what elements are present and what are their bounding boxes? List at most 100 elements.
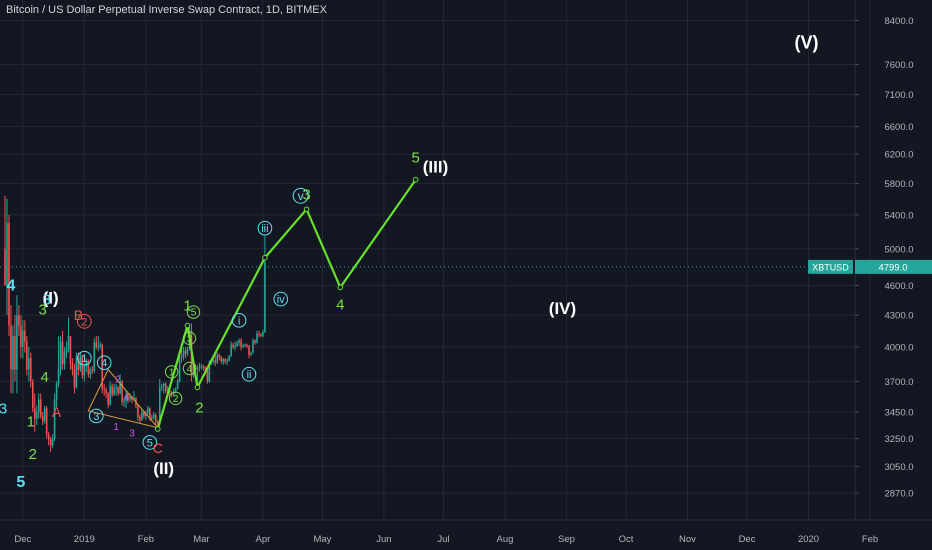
y-tick-label: 7600.0 [884, 60, 913, 71]
candle-body [43, 408, 46, 422]
candle-body [71, 363, 74, 370]
candle-body [35, 412, 38, 419]
wave-label: 3 [42, 292, 50, 309]
candle-body [26, 341, 28, 370]
candle-body [97, 345, 100, 348]
candle-body [143, 412, 145, 416]
y-tick-label: 3050.0 [884, 462, 913, 473]
x-tick-label: Sep [558, 534, 575, 545]
y-tick-label: 3700.0 [884, 377, 913, 388]
candle-body [83, 366, 86, 376]
candle-body [93, 342, 96, 371]
x-tick-label: Nov [679, 534, 696, 545]
projection-point [262, 254, 268, 261]
candle-body [123, 400, 125, 403]
x-tick-label: Feb [862, 534, 878, 545]
candle-body [133, 398, 135, 400]
candle-body [39, 399, 42, 416]
candle-body [228, 355, 230, 361]
candle-body [256, 334, 258, 343]
wave-label: (II) [153, 459, 174, 478]
y-tick-label: 5000.0 [884, 244, 913, 255]
wave-label: 3 [0, 401, 7, 418]
wave-label: v [298, 189, 304, 203]
wave-label: 5 [191, 308, 197, 319]
candle-body [254, 340, 256, 343]
candle-body [8, 223, 10, 326]
candle-body [204, 367, 207, 371]
wave-label: 4 [123, 393, 129, 404]
wave-label: A [52, 404, 62, 420]
wave-label: 3 [93, 411, 99, 423]
x-tick-label: 2019 [74, 534, 95, 545]
candle-body [75, 358, 78, 388]
candle-body [212, 360, 215, 362]
candle-body [119, 381, 121, 394]
candle-body [160, 386, 163, 388]
candle-body [18, 315, 20, 326]
candle-body [162, 383, 165, 387]
x-tick-label: Jun [376, 534, 391, 545]
wave-label: iii [261, 223, 268, 235]
candle-body [264, 262, 266, 332]
wave-label-circle [186, 305, 201, 319]
wave-label: (III) [423, 157, 449, 176]
candle-body [79, 355, 82, 370]
x-tick-label: Apr [256, 534, 271, 545]
wave-label-circle [142, 435, 158, 450]
x-tick-label: 2020 [798, 534, 819, 545]
candle-body [186, 349, 189, 354]
candle-body [14, 336, 16, 370]
candle-body [99, 344, 102, 346]
candle-body [115, 387, 117, 389]
projection-point [412, 176, 419, 183]
wave-label-circle [182, 331, 197, 345]
candle-body [61, 341, 64, 364]
current-price-label: 4799.0 [878, 262, 907, 273]
candle-body [113, 388, 115, 395]
candle-body [164, 383, 167, 391]
candle-body [63, 352, 66, 364]
candle-body [218, 354, 221, 358]
candle-body [129, 397, 131, 400]
candle-body [73, 369, 76, 388]
y-tick-label: 4000.0 [884, 343, 913, 354]
candle-body [87, 360, 90, 375]
y-tick-label: 6600.0 [884, 122, 913, 133]
candle-body [206, 370, 209, 382]
candle-body [20, 325, 22, 348]
candle-body [258, 334, 260, 336]
wave-label: ii [247, 369, 252, 381]
candle-body [16, 315, 18, 370]
x-tick-label: Dec [739, 534, 756, 545]
y-tick-label: 5800.0 [884, 179, 913, 190]
wave-label: 4 [187, 364, 193, 375]
candle-body [101, 344, 104, 389]
candle-body [154, 414, 157, 423]
candle-body [67, 336, 70, 350]
candle-body [41, 415, 44, 422]
candle-body [216, 354, 219, 363]
wave-label: (V) [795, 32, 819, 52]
candle-body [24, 330, 26, 342]
candle-body [166, 389, 169, 391]
wave-label: 4 [41, 369, 49, 386]
candle-body [57, 369, 60, 384]
candle-body [37, 399, 40, 413]
y-tick-label: 7100.0 [884, 90, 913, 101]
projection-point [337, 284, 344, 291]
projection-point [154, 426, 161, 432]
candle-body [91, 369, 94, 371]
wave-label: 3 [302, 187, 310, 204]
candle-body [182, 350, 185, 356]
wave-label: 4 [101, 358, 107, 370]
candle-body [103, 388, 105, 390]
candle-body [139, 417, 141, 420]
candle-body [85, 360, 88, 367]
wave-label-circle [88, 408, 104, 424]
wave-label: 5 [147, 437, 153, 449]
y-tick-label: 6200.0 [884, 150, 913, 161]
